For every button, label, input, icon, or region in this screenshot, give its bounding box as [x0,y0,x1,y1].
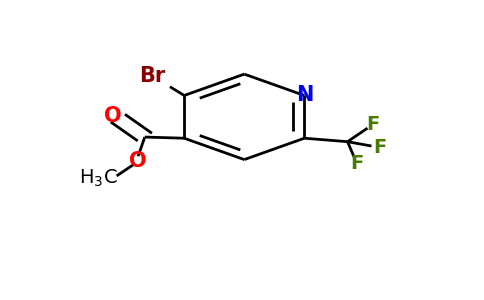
Text: N: N [296,85,313,106]
Text: F: F [350,154,363,173]
Text: H$_3$C: H$_3$C [79,168,118,189]
Text: F: F [373,138,386,157]
Text: Br: Br [139,66,166,86]
Text: F: F [366,115,379,134]
Text: O: O [129,151,147,171]
Text: O: O [105,106,122,126]
